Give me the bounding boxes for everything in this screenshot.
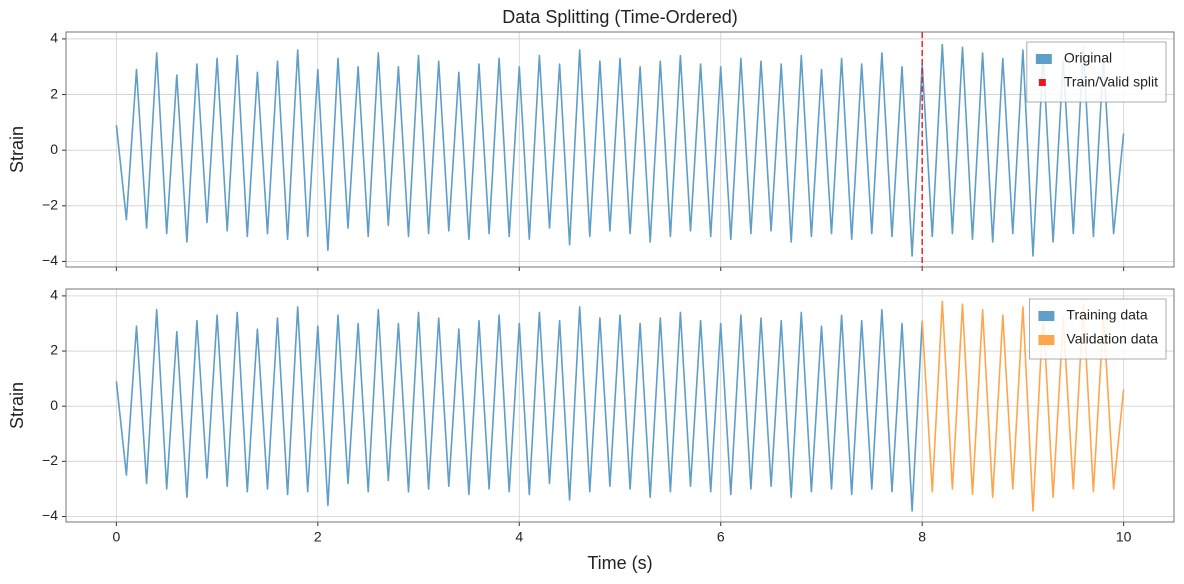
x-tick-label: 4 — [515, 529, 523, 545]
legend-frame — [1026, 41, 1167, 103]
y-tick-label: 0 — [50, 141, 58, 157]
signal-line — [115, 306, 923, 512]
legend-label: Training data — [1066, 307, 1147, 323]
y-tick-label: 0 — [50, 397, 58, 413]
y-tick-label: 2 — [50, 85, 58, 101]
y-tick-label: −4 — [42, 252, 58, 268]
x-tick-label: 2 — [314, 529, 322, 545]
legend-frame — [1029, 298, 1167, 360]
plot-frame — [65, 31, 1175, 268]
y-tick-label: −2 — [42, 452, 58, 468]
x-tick-label: 10 — [1116, 529, 1132, 545]
x-tick-label: 6 — [717, 529, 725, 545]
legend-marker — [1035, 54, 1052, 64]
signal-line — [115, 43, 1125, 257]
y-tick-label: −4 — [42, 507, 58, 523]
x-tick-label: 8 — [918, 529, 926, 545]
y-tick-label: 4 — [50, 287, 58, 303]
legend-marker — [1038, 79, 1046, 86]
y-tick-label: 2 — [50, 342, 58, 358]
legend: Original Train/Valid split — [1026, 41, 1167, 103]
y-axis-label: Strain — [7, 126, 27, 173]
legend-label: Validation data — [1066, 331, 1158, 347]
y-tick-label: −2 — [42, 197, 58, 213]
plot-frame — [65, 288, 1175, 523]
x-axis-label: Time (s) — [587, 553, 652, 573]
x-tick-label: 0 — [112, 529, 120, 545]
chart-title: Data Splitting (Time-Ordered) — [502, 7, 737, 27]
legend-label: Original — [1064, 50, 1112, 66]
legend-label: Train/Valid split — [1064, 74, 1158, 90]
y-tick-label: 4 — [50, 30, 58, 46]
legend: Training data Validation data — [1029, 298, 1167, 360]
signal-line — [921, 300, 1125, 512]
y-axis-label: Strain — [7, 382, 27, 429]
legend-marker — [1038, 335, 1055, 345]
legend-marker — [1038, 311, 1055, 321]
